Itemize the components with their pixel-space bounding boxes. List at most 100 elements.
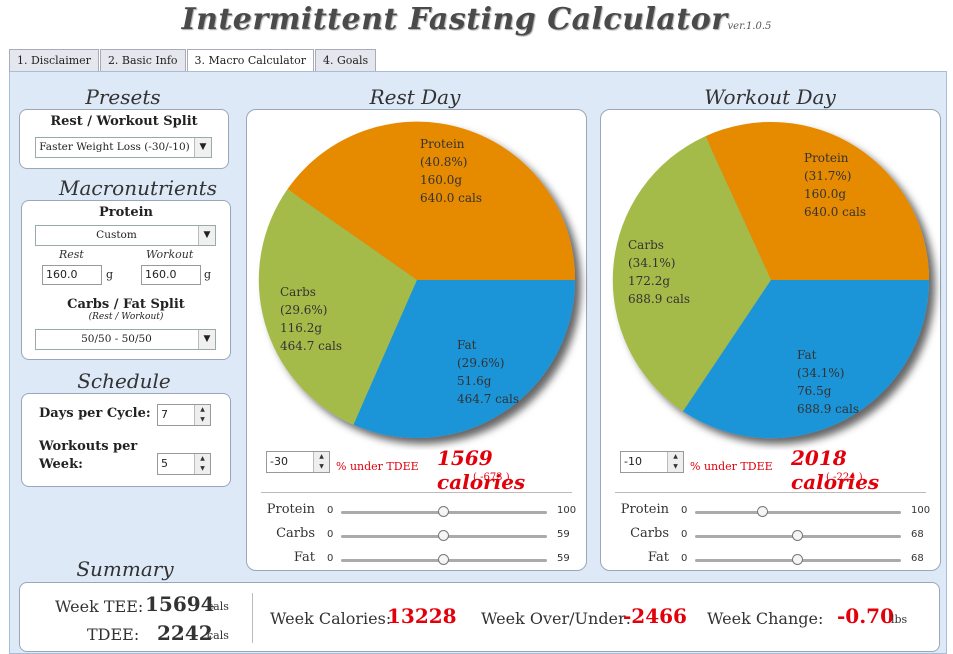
workout-day-pie xyxy=(612,121,930,439)
rest-fat-grams: 51.6g xyxy=(457,374,492,388)
week-change-label: Week Change: xyxy=(707,609,824,628)
divider xyxy=(261,492,572,493)
workout-slider-carbs: Carbs 0 68 xyxy=(601,526,940,546)
summary-title: Summary xyxy=(76,557,174,581)
workout-fat-grams: 76.5g xyxy=(797,384,832,398)
rest-fat-cals: 464.7 cals xyxy=(457,392,520,406)
slider-max-label: 68 xyxy=(911,553,924,564)
rest-under-tdee-label: % under TDEE xyxy=(336,460,419,473)
caret-up-icon[interactable]: ▲ xyxy=(200,455,205,462)
tdee-unit: cals xyxy=(207,629,229,642)
workout-carbs-name: Carbs xyxy=(628,238,664,252)
rest-tdee-offset-spinner[interactable]: -30 ▲ ▼ xyxy=(266,451,330,473)
slider-min-label: 0 xyxy=(681,529,688,540)
workout-calories-diff: ( -224 ) xyxy=(826,472,863,483)
workout-fat-cals: 688.9 cals xyxy=(797,402,860,416)
rest-carbs-label: Carbs (29.6%) 116.2g 464.7 cals xyxy=(280,283,342,355)
slider-max-label: 68 xyxy=(911,529,924,540)
slider-min-label: 0 xyxy=(327,529,334,540)
workout-pie-slice-carbs xyxy=(612,136,771,412)
slider-handle[interactable] xyxy=(438,506,449,517)
presets-box: Rest / Workout Split Faster Weight Loss … xyxy=(19,109,229,169)
slider-handle[interactable] xyxy=(438,530,449,541)
spinner-buttons[interactable]: ▲ ▼ xyxy=(313,452,329,472)
workouts-per-week-label-2: Week: xyxy=(39,457,83,472)
slider-max-label: 100 xyxy=(911,505,931,516)
days-per-cycle-label: Days per Cycle: xyxy=(39,406,151,421)
chevron-down-icon: ▼ xyxy=(198,330,215,349)
protein-mode-select[interactable]: Custom ▼ xyxy=(35,225,216,246)
rest-fat-name: Fat xyxy=(457,338,477,352)
week-calories-value: 13228 xyxy=(387,604,457,628)
slider-handle[interactable] xyxy=(756,506,768,517)
slider-handle[interactable] xyxy=(792,554,803,565)
slider-track[interactable] xyxy=(695,511,901,514)
tab-macro-calculator[interactable]: 3. Macro Calculator xyxy=(186,49,314,73)
slider-min-label: 0 xyxy=(327,553,334,564)
slider-max-label: 59 xyxy=(557,529,570,540)
tab-goals[interactable]: 4. Goals xyxy=(314,49,377,72)
workout-protein-grams: 160.0g xyxy=(804,187,847,201)
rest-protein-input[interactable]: 160.0 xyxy=(42,265,102,285)
rest-carbs-name: Carbs xyxy=(280,285,316,299)
spinner-buttons[interactable]: ▲ ▼ xyxy=(194,405,210,425)
carbs-fat-split-value: 50/50 - 50/50 xyxy=(81,333,152,345)
rest-fat-label: Fat (29.6%) 51.6g 464.7 cals xyxy=(457,336,519,408)
week-change-value: -0.70 xyxy=(837,604,895,628)
tab-basic-info[interactable]: 2. Basic Info xyxy=(99,49,186,72)
split-select[interactable]: Faster Weight Loss (-30/-10) ▼ xyxy=(35,137,212,158)
spinner-buttons[interactable]: ▲ ▼ xyxy=(194,454,210,474)
workouts-per-week-spinner[interactable]: 5 ▲ ▼ xyxy=(157,453,211,475)
workout-pie-slice-protein xyxy=(705,121,929,280)
workout-day-title: Workout Day xyxy=(704,85,836,109)
workout-carbs-grams: 172.2g xyxy=(628,274,671,288)
caret-up-icon[interactable]: ▲ xyxy=(319,453,324,460)
slider-min-label: 0 xyxy=(681,553,688,564)
rest-fat-pct: (29.6%) xyxy=(457,356,505,370)
slider-label: Fat xyxy=(293,550,315,565)
workout-day-card: Protein (31.7%) 160.0g 640.0 cals Carbs … xyxy=(600,109,941,571)
rest-calories-diff: ( -673 ) xyxy=(473,472,510,483)
workout-label: Workout xyxy=(146,248,194,261)
workout-tdee-offset-spinner[interactable]: -10 ▲ ▼ xyxy=(620,451,684,473)
caret-up-icon[interactable]: ▲ xyxy=(200,406,205,413)
slider-handle[interactable] xyxy=(792,530,803,541)
slider-max-label: 59 xyxy=(557,553,570,564)
app-title-bar: Intermittent Fasting Calculatorver.1.0.5 xyxy=(0,2,953,37)
days-per-cycle-spinner[interactable]: 7 ▲ ▼ xyxy=(157,404,211,426)
rest-slider-protein: Protein 0 100 xyxy=(247,502,586,522)
caret-up-icon[interactable]: ▲ xyxy=(673,453,678,460)
workout-fat-label: Fat (34.1%) 76.5g 688.9 cals xyxy=(797,346,859,418)
carbs-fat-split-select[interactable]: 50/50 - 50/50 ▼ xyxy=(35,329,216,350)
caret-down-icon[interactable]: ▼ xyxy=(200,465,205,472)
slider-label: Protein xyxy=(620,502,669,517)
rest-pie-slice-protein xyxy=(287,121,576,280)
caret-down-icon[interactable]: ▼ xyxy=(673,463,678,470)
caret-down-icon[interactable]: ▼ xyxy=(200,416,205,423)
rest-pie-slice-carbs xyxy=(258,189,417,425)
rest-day-card: Protein (40.8%) 160.0g 640.0 cals Carbs … xyxy=(246,109,587,571)
spinner-buttons[interactable]: ▲ ▼ xyxy=(667,452,683,472)
schedule-title: Schedule xyxy=(77,369,171,393)
week-calories-label: Week Calories: xyxy=(270,609,392,628)
workout-protein-name: Protein xyxy=(804,151,849,165)
workout-fat-name: Fat xyxy=(797,348,817,362)
slider-label: Protein xyxy=(266,502,315,517)
workout-protein-input[interactable]: 160.0 xyxy=(141,265,201,285)
workout-slider-protein: Protein 0 100 xyxy=(601,502,940,522)
rest-protein-grams: 160.0g xyxy=(420,173,463,187)
caret-down-icon[interactable]: ▼ xyxy=(319,463,324,470)
workout-pie-slice-fat xyxy=(683,280,930,439)
tab-disclaimer[interactable]: 1. Disclaimer xyxy=(9,49,99,72)
carbs-fat-split-sub: (Rest / Workout) xyxy=(88,312,164,322)
workout-protein-cals: 640.0 cals xyxy=(804,205,867,219)
workout-unit: g xyxy=(204,268,212,281)
rest-protein-cals: 640.0 cals xyxy=(420,191,483,205)
summary-box: Week TEE: 15694 cals TDEE: 2242 cals Wee… xyxy=(19,582,940,652)
rest-calories-total: 1569 calories xyxy=(437,446,526,494)
tdee-label: TDEE: xyxy=(87,625,140,644)
slider-handle[interactable] xyxy=(438,554,449,565)
carbs-fat-split-label: Carbs / Fat Split xyxy=(67,297,185,312)
week-over-under-label: Week Over/Under: xyxy=(481,609,632,628)
tdee-value: 2242 xyxy=(157,621,213,645)
